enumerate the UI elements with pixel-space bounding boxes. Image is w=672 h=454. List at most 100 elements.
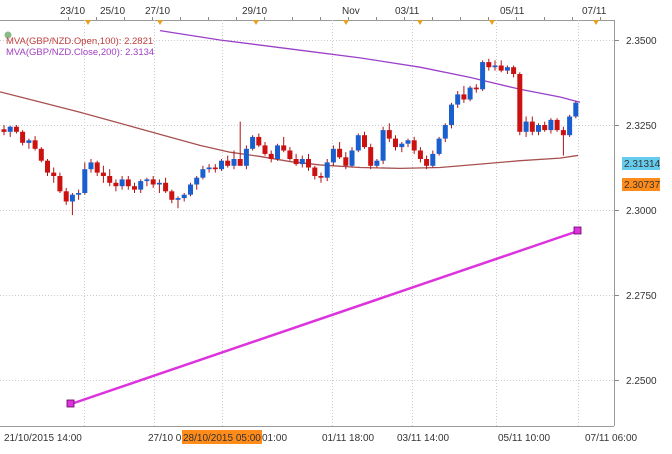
candle-bear (100, 172, 106, 176)
candle-bull (349, 150, 355, 166)
top-date-label: 29/10 (242, 6, 267, 17)
candle-bear (287, 150, 293, 159)
indicator-mva200-label: MVA(GBP/NZD.Close,200): 2.3134 (6, 47, 154, 58)
candle-bull (69, 194, 75, 202)
event-marker-icon (85, 20, 91, 25)
candle-bull (324, 162, 330, 178)
candle-bull (380, 130, 386, 161)
candle-bull (231, 159, 237, 166)
date-badge (182, 430, 262, 444)
candle-bear (486, 62, 492, 68)
price-axis: 2.3500 2.3250 2.3000 2.2750 2.2500 (614, 36, 657, 387)
candle-bear (212, 167, 218, 170)
candle-bull (455, 94, 461, 105)
candle-bull (430, 153, 436, 166)
top-date-label: 23/10 (60, 6, 85, 17)
event-marker-icon (343, 20, 349, 25)
top-date-label: 07/11 (582, 6, 607, 17)
candle-bull (175, 198, 181, 200)
candle-bear (45, 160, 50, 173)
candle-bear (461, 94, 467, 100)
candle-bear (368, 147, 374, 166)
bottom-label-4: 01:00 (262, 433, 287, 444)
candle-bull (119, 179, 125, 187)
candle-bear (169, 191, 175, 200)
candle-bull (156, 182, 162, 185)
price-label: 2.3250 (626, 121, 657, 132)
moving-average-lines (0, 30, 581, 170)
candle-bear (20, 131, 26, 143)
candle-bull (548, 119, 554, 131)
candle-bear (163, 182, 169, 192)
candle-bull (355, 135, 361, 151)
candle-bull (442, 125, 448, 139)
event-marker-icon (489, 20, 495, 25)
candle-bull (138, 181, 144, 190)
candle-bull (26, 140, 32, 143)
candle-bull (144, 179, 150, 182)
candle-bull (330, 148, 336, 163)
candle-bear (337, 148, 343, 158)
candle-bull (374, 160, 380, 166)
candle-bear (51, 172, 57, 176)
trendline-handle-end (573, 226, 582, 235)
candle-bear (554, 119, 560, 131)
candle-bear (424, 159, 430, 166)
ma200-line (159, 30, 581, 103)
candle-bull (76, 193, 82, 195)
candle-bull (436, 138, 442, 154)
candle-bear (386, 130, 392, 139)
candle-bear (225, 160, 231, 166)
candle-bear (362, 135, 367, 148)
candle-bear (411, 140, 417, 151)
candle-bear (473, 87, 479, 90)
candle-bear (293, 159, 299, 165)
candle-bull (275, 145, 280, 159)
bottom-label-3: 28/10/2015 05:00 (183, 433, 261, 444)
candle-bull (480, 62, 486, 90)
candlesticks (1, 58, 579, 216)
top-date-label: 05/11 (500, 6, 525, 17)
candle-bull (188, 184, 193, 195)
trendline[interactable] (66, 226, 582, 408)
bottom-label-8: 07/11 06:00 (585, 433, 638, 444)
trendline-segment (70, 229, 579, 406)
candle-bear (542, 125, 548, 131)
candle-bear (312, 167, 318, 176)
candle-bear (560, 130, 566, 136)
bottom-label-1: 21/10/2015 14:00 (4, 433, 82, 444)
candle-bull (243, 148, 249, 166)
candle-bear (318, 176, 324, 178)
candle-bull (399, 143, 405, 148)
candle-bear (38, 148, 44, 161)
candle-bull (200, 169, 206, 178)
price-badge-ma: 2.30737 (622, 178, 661, 191)
event-marker-icon (253, 20, 259, 25)
candle-bear (132, 186, 137, 190)
top-date-label: Nov (342, 6, 360, 17)
candle-bull (536, 125, 541, 132)
candle-bull (504, 67, 510, 71)
candle-bull (7, 126, 13, 132)
candle-bull (206, 167, 212, 170)
candle-bull (492, 65, 498, 68)
price-badge-last-text: 2.31314 (624, 159, 661, 170)
candle-bear (63, 191, 69, 202)
candle-bear (417, 150, 423, 159)
candle-bull (467, 87, 473, 100)
candle-bear (32, 140, 38, 149)
price-label: 2.3500 (626, 36, 657, 47)
candle-bear (343, 157, 349, 166)
candle-bull (181, 194, 187, 199)
bottom-label-7: 05/11 10:00 (498, 433, 551, 444)
candle-bull (82, 169, 88, 193)
candle-bear (517, 74, 523, 132)
legend-dot-icon (4, 31, 12, 39)
candle-bear (125, 179, 131, 187)
top-date-axis: 23/10 25/10 27/10 29/10 Nov 03/11 05/11 07/11 (60, 6, 607, 25)
candle-bull (405, 140, 411, 144)
indicator-mva100-label: MVA(GBP/NZD.Open,100): 2.2821 (6, 36, 153, 47)
candle-bear (256, 136, 262, 146)
candle-bear (237, 159, 243, 166)
